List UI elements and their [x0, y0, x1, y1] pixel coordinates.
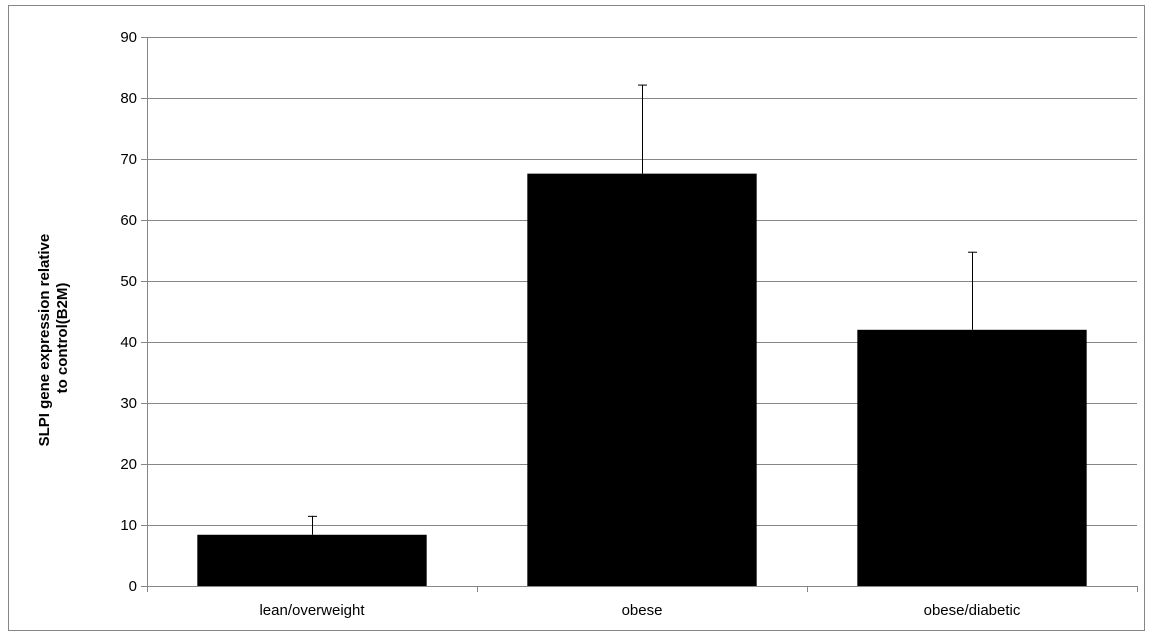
- bars: [197, 173, 1087, 586]
- x-tick-label: lean/overweight: [259, 602, 365, 619]
- bar-obese-diabetic: [857, 329, 1087, 586]
- y-tick-label: 50: [120, 273, 137, 290]
- bar-obese: [527, 173, 757, 586]
- bar-lean-overweight: [197, 534, 427, 586]
- y-tick-label: 20: [120, 456, 137, 473]
- x-tick-labels: lean/overweight obese obese/diabetic: [259, 602, 1020, 619]
- x-tick-label: obese: [622, 602, 663, 619]
- y-tick-label: 80: [120, 90, 137, 107]
- y-tick-label: 40: [120, 334, 137, 351]
- axes: [141, 37, 1138, 592]
- y-tick-label: 0: [129, 578, 137, 595]
- y-tick-label: 70: [120, 151, 137, 168]
- y-tick-label: 10: [120, 517, 137, 534]
- y-axis-title-line-1: SLPI gene expression relative: [36, 234, 53, 447]
- error-bars: [308, 84, 977, 535]
- y-tick-labels: 0 10 20 30 40 50 60 70 80 90: [120, 29, 137, 595]
- y-tick-label: 30: [120, 395, 137, 412]
- y-axis-title: SLPI gene expression relative to control…: [36, 230, 71, 447]
- y-tick-label: 60: [120, 212, 137, 229]
- x-tick-label: obese/diabetic: [924, 602, 1021, 619]
- y-axis-title-line-2: to control(B2M): [54, 283, 71, 394]
- y-tick-label: 90: [120, 29, 137, 46]
